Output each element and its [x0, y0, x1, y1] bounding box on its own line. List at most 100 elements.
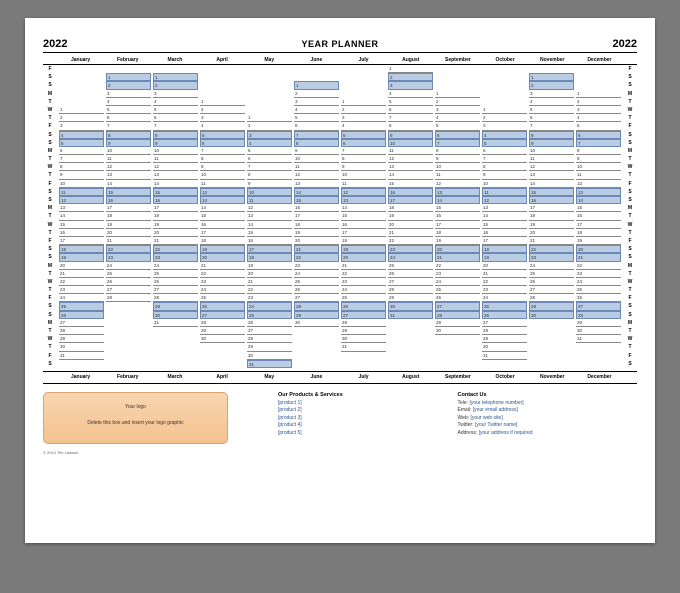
- calendar-cell[interactable]: 9: [435, 155, 480, 163]
- calendar-cell[interactable]: 21: [294, 245, 339, 253]
- calendar-cell[interactable]: 22: [106, 245, 151, 253]
- calendar-cell[interactable]: 30: [153, 311, 198, 319]
- calendar-cell[interactable]: 5: [294, 114, 339, 122]
- calendar-cell[interactable]: 25: [247, 311, 292, 319]
- calendar-cell[interactable]: 15: [388, 180, 433, 188]
- calendar-cell[interactable]: 11: [341, 180, 386, 188]
- calendar-cell[interactable]: 16: [388, 188, 433, 196]
- calendar-cell[interactable]: 5: [576, 122, 621, 130]
- calendar-cell[interactable]: 7: [435, 139, 480, 147]
- calendar-cell[interactable]: 1: [435, 90, 480, 98]
- calendar-cell[interactable]: 1: [200, 98, 245, 106]
- calendar-cell[interactable]: 17: [106, 204, 151, 212]
- calendar-cell[interactable]: 25: [435, 286, 480, 294]
- calendar-cell[interactable]: 2: [576, 98, 621, 106]
- calendar-cell[interactable]: 13: [59, 204, 104, 212]
- calendar-cell[interactable]: 22: [482, 278, 527, 286]
- calendar-cell[interactable]: 27: [341, 311, 386, 319]
- calendar-cell[interactable]: 31: [153, 319, 198, 327]
- calendar-cell[interactable]: 23: [294, 262, 339, 270]
- calendar-cell[interactable]: 24: [435, 278, 480, 286]
- calendar-cell[interactable]: 18: [200, 237, 245, 245]
- calendar-cell[interactable]: 22: [388, 237, 433, 245]
- calendar-cell[interactable]: 30: [247, 352, 292, 360]
- calendar-cell[interactable]: 11: [482, 188, 527, 196]
- calendar-cell[interactable]: 20: [59, 262, 104, 270]
- calendar-cell[interactable]: 19: [435, 237, 480, 245]
- calendar-cell[interactable]: 22: [576, 262, 621, 270]
- calendar-cell[interactable]: 14: [529, 180, 574, 188]
- calendar-cell[interactable]: 12: [294, 171, 339, 179]
- calendar-cell[interactable]: 15: [482, 221, 527, 229]
- calendar-cell[interactable]: 25: [529, 270, 574, 278]
- calendar-cell[interactable]: 26: [106, 278, 151, 286]
- calendar-cell[interactable]: 25: [341, 294, 386, 302]
- calendar-cell[interactable]: 21: [341, 262, 386, 270]
- calendar-cell[interactable]: 1: [247, 114, 292, 122]
- calendar-cell[interactable]: 20: [200, 253, 245, 261]
- calendar-cell[interactable]: 2: [153, 81, 198, 89]
- calendar-cell[interactable]: 6: [529, 114, 574, 122]
- calendar-cell[interactable]: 28: [341, 319, 386, 327]
- calendar-cell[interactable]: 2: [341, 106, 386, 114]
- calendar-cell[interactable]: 12: [482, 196, 527, 204]
- calendar-cell[interactable]: 10: [106, 147, 151, 155]
- calendar-cell[interactable]: 10: [200, 171, 245, 179]
- calendar-cell[interactable]: 17: [247, 245, 292, 253]
- calendar-cell[interactable]: 11: [388, 147, 433, 155]
- calendar-cell[interactable]: 11: [294, 163, 339, 171]
- calendar-cell[interactable]: 8: [153, 131, 198, 139]
- calendar-cell[interactable]: 31: [482, 352, 527, 360]
- calendar-cell[interactable]: 10: [59, 180, 104, 188]
- calendar-cell[interactable]: 15: [247, 229, 292, 237]
- calendar-cell[interactable]: 14: [576, 196, 621, 204]
- calendar-cell[interactable]: 5: [153, 106, 198, 114]
- calendar-cell[interactable]: 3: [106, 90, 151, 98]
- calendar-cell[interactable]: 21: [529, 237, 574, 245]
- calendar-cell[interactable]: 2: [59, 114, 104, 122]
- calendar-cell[interactable]: 23: [482, 286, 527, 294]
- calendar-cell[interactable]: 19: [294, 229, 339, 237]
- calendar-cell[interactable]: 29: [247, 343, 292, 351]
- calendar-cell[interactable]: 29: [59, 335, 104, 343]
- calendar-cell[interactable]: 4: [529, 98, 574, 106]
- calendar-cell[interactable]: 1: [106, 73, 151, 81]
- calendar-cell[interactable]: 6: [341, 139, 386, 147]
- calendar-cell[interactable]: 23: [153, 253, 198, 261]
- calendar-cell[interactable]: 5: [200, 131, 245, 139]
- calendar-cell[interactable]: 19: [153, 221, 198, 229]
- calendar-cell[interactable]: 16: [247, 237, 292, 245]
- calendar-cell[interactable]: 3: [529, 90, 574, 98]
- calendar-cell[interactable]: 25: [576, 286, 621, 294]
- calendar-cell[interactable]: 28: [435, 311, 480, 319]
- calendar-cell[interactable]: 9: [576, 155, 621, 163]
- calendar-cell[interactable]: 20: [482, 262, 527, 270]
- calendar-cell[interactable]: 12: [153, 163, 198, 171]
- calendar-cell[interactable]: 10: [294, 155, 339, 163]
- calendar-cell[interactable]: 25: [388, 262, 433, 270]
- calendar-cell[interactable]: 12: [529, 163, 574, 171]
- calendar-cell[interactable]: 10: [576, 163, 621, 171]
- calendar-cell[interactable]: 15: [59, 221, 104, 229]
- calendar-cell[interactable]: 12: [435, 180, 480, 188]
- calendar-cell[interactable]: 28: [59, 327, 104, 335]
- calendar-cell[interactable]: 9: [341, 163, 386, 171]
- calendar-cell[interactable]: 31: [341, 343, 386, 351]
- calendar-cell[interactable]: 8: [200, 155, 245, 163]
- calendar-cell[interactable]: 9: [529, 139, 574, 147]
- calendar-cell[interactable]: 3: [576, 106, 621, 114]
- calendar-cell[interactable]: 14: [247, 221, 292, 229]
- calendar-cell[interactable]: 17: [153, 204, 198, 212]
- calendar-cell[interactable]: 9: [153, 139, 198, 147]
- calendar-cell[interactable]: 14: [59, 212, 104, 220]
- calendar-cell[interactable]: 28: [106, 294, 151, 302]
- calendar-cell[interactable]: 15: [200, 212, 245, 220]
- calendar-cell[interactable]: 8: [106, 131, 151, 139]
- calendar-cell[interactable]: 23: [576, 270, 621, 278]
- calendar-cell[interactable]: 10: [435, 163, 480, 171]
- calendar-cell[interactable]: 19: [482, 253, 527, 261]
- calendar-cell[interactable]: 2: [200, 106, 245, 114]
- calendar-cell[interactable]: 27: [435, 302, 480, 310]
- calendar-cell[interactable]: 13: [482, 204, 527, 212]
- calendar-cell[interactable]: 27: [576, 302, 621, 310]
